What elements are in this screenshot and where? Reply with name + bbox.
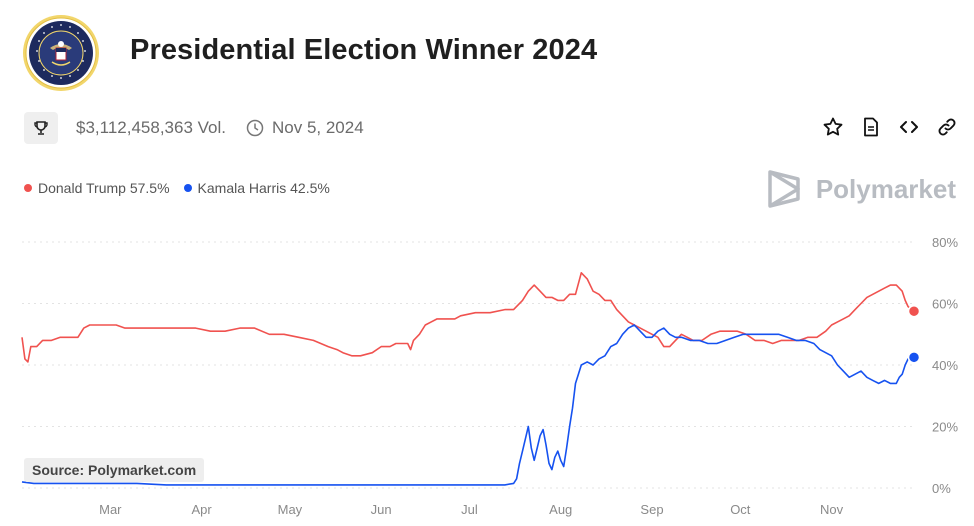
legend-label-trump: Donald Trump xyxy=(38,180,126,196)
x-tick-label: Oct xyxy=(730,502,751,517)
x-tick-label: Jul xyxy=(461,502,478,517)
y-tick-label: 20% xyxy=(932,420,958,435)
series-line-harris xyxy=(21,324,915,486)
page-title: Presidential Election Winner 2024 xyxy=(130,34,598,66)
series-end-dot-trump xyxy=(907,304,921,318)
action-bar xyxy=(822,116,958,138)
x-tick-label: Apr xyxy=(191,502,212,517)
trophy-icon xyxy=(34,121,48,135)
x-tick-label: Jun xyxy=(371,502,392,517)
copy-link-button[interactable] xyxy=(936,116,958,138)
star-icon xyxy=(823,117,843,136)
rules-button[interactable] xyxy=(860,116,882,138)
embed-button[interactable] xyxy=(898,116,920,138)
y-tick-label: 60% xyxy=(932,297,958,312)
link-icon xyxy=(938,118,956,136)
legend-value-trump: 57.5% xyxy=(129,180,170,196)
end-date: Nov 5, 2024 xyxy=(272,118,364,137)
y-tick-label: 80% xyxy=(932,235,958,250)
code-icon xyxy=(900,121,918,133)
legend-label-harris: Kamala Harris xyxy=(197,180,287,196)
trophy-button[interactable] xyxy=(24,112,58,144)
legend-value-harris: 42.5% xyxy=(290,180,330,196)
y-tick-label: 0% xyxy=(932,481,951,496)
polymarket-logo-icon xyxy=(768,170,800,208)
presidential-seal xyxy=(22,14,100,92)
x-tick-label: Nov xyxy=(820,502,844,517)
favorite-button[interactable] xyxy=(822,116,844,138)
brand-name: Polymarket xyxy=(815,173,956,204)
legend-dot-trump xyxy=(24,184,32,192)
y-tick-label: 40% xyxy=(932,358,958,373)
x-tick-label: Mar xyxy=(99,502,122,517)
x-tick-label: Aug xyxy=(549,502,572,517)
clock-icon xyxy=(246,119,264,137)
series-end-dot-harris xyxy=(907,351,921,364)
chart-legend: Donald Trump 57.5% Kamala Harris 42.5% xyxy=(24,180,344,196)
legend-item-trump: Donald Trump 57.5% xyxy=(24,180,170,196)
volume-text: $3,112,458,363 Vol. xyxy=(76,118,226,137)
series-line-trump xyxy=(21,272,915,363)
legend-item-harris: Kamala Harris 42.5% xyxy=(183,180,330,196)
x-tick-label: Sep xyxy=(640,502,663,517)
source-label: Source: Polymarket.com xyxy=(24,458,205,482)
legend-dot-harris xyxy=(183,184,192,192)
market-meta: $3,112,458,363 Vol. Nov 5, 2024 xyxy=(24,112,364,144)
seal-image xyxy=(23,15,99,91)
document-icon xyxy=(864,117,878,137)
x-tick-label: May xyxy=(278,502,303,517)
polymarket-brand: Polymarket xyxy=(766,168,956,210)
